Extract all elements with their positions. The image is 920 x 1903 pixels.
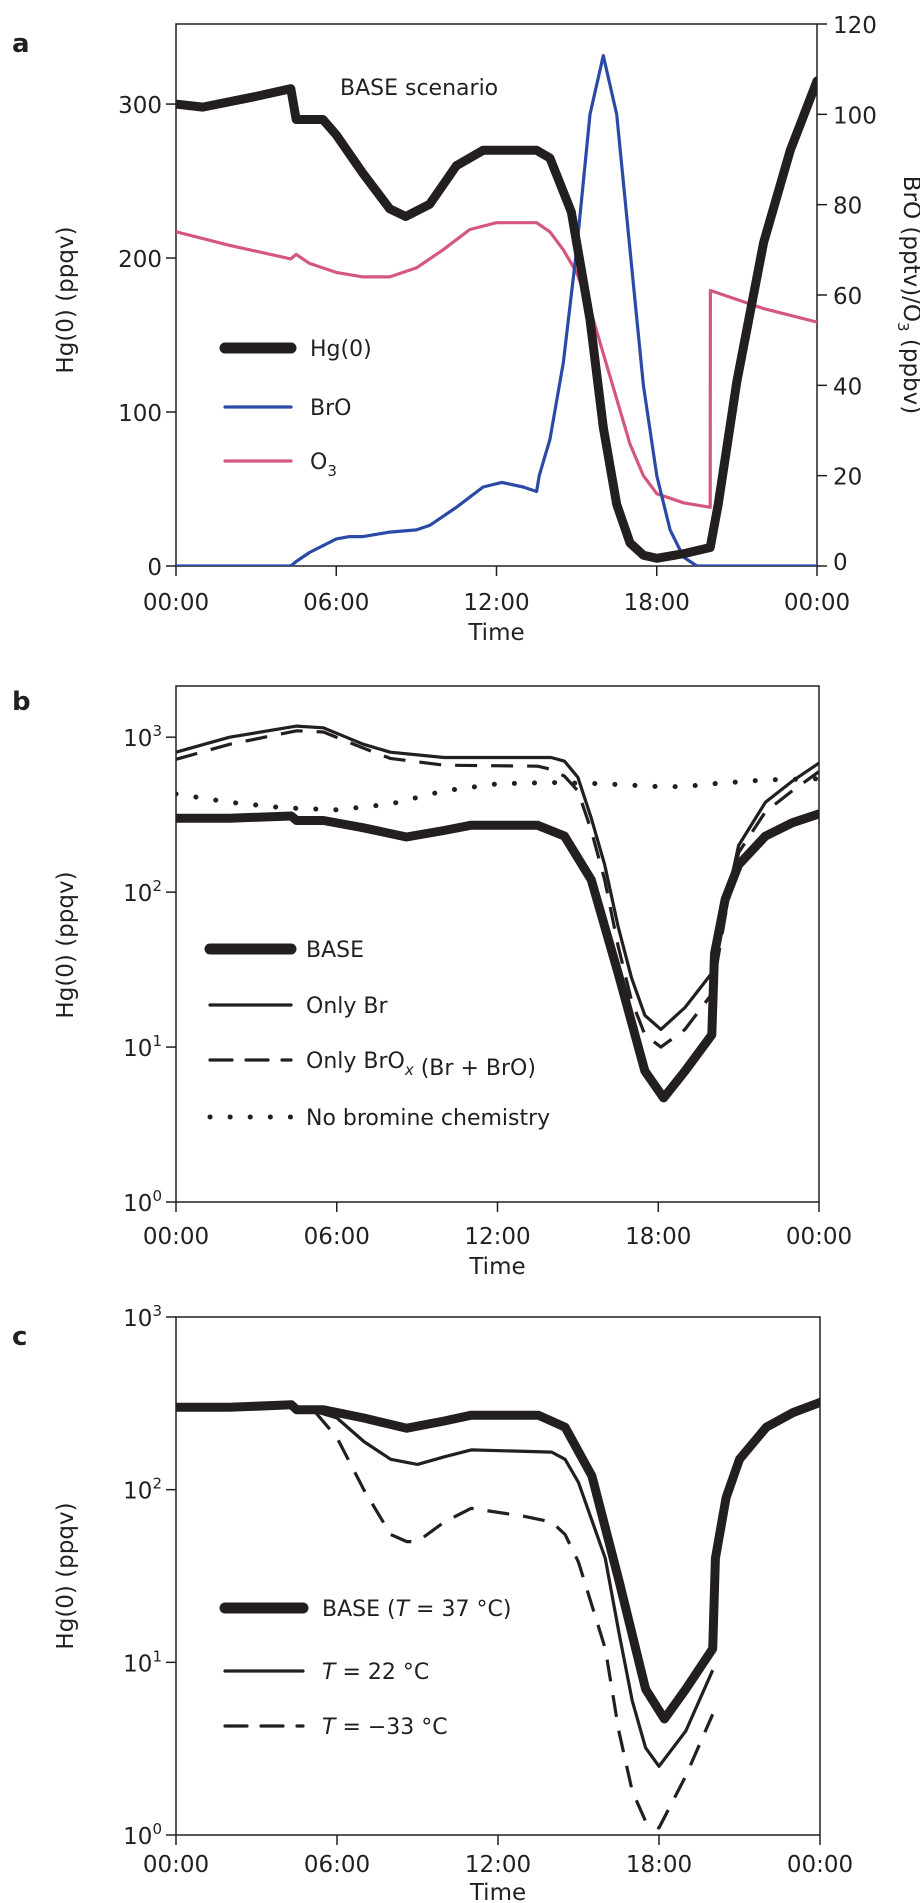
x-tick-label: 12:00 [465, 1852, 531, 1878]
y-tick-label: 300 [118, 93, 162, 119]
series-line-bro [176, 54, 817, 566]
y-axis-label: Hg(0) (ppqv) [53, 1502, 79, 1649]
legend-label: Only BrOx (Br + BrO) [306, 1049, 536, 1081]
x-tick-label: 06:00 [304, 1852, 370, 1878]
legend-label: BASE [306, 938, 364, 963]
y-right-tick-label: 120 [833, 13, 877, 39]
x-tick-label: 12:00 [464, 1224, 530, 1250]
y-right-tick-label: 60 [833, 284, 862, 310]
series-line-only-brox-br-bro- [176, 729, 819, 1049]
y-right-tick-label: 100 [833, 103, 877, 129]
y-tick-label: 100 [118, 401, 162, 427]
x-tick-label: 00:00 [784, 590, 850, 616]
y-tick-label: 100 [123, 1820, 162, 1850]
x-axis-label: Time [468, 1254, 525, 1280]
legend-label: Only Br [306, 994, 388, 1019]
series-line-only-br [176, 724, 819, 1031]
y-axis-label: Hg(0) (ppqv) [53, 871, 79, 1018]
y-tick-label: 0 [147, 555, 162, 581]
y-axis-label: Hg(0) (ppqv) [53, 226, 79, 373]
panel-label: b [12, 687, 31, 717]
y-right-tick-label: 40 [833, 374, 862, 400]
series-line-o3 [176, 221, 817, 509]
series-line-base [176, 809, 819, 1103]
legend-label: BrO [310, 396, 351, 421]
annotation: BASE scenario [340, 76, 498, 101]
x-tick-label: 00:00 [143, 1852, 209, 1878]
x-tick-label: 00:00 [786, 1224, 852, 1250]
x-tick-label: 18:00 [624, 590, 690, 616]
y-tick-label: 102 [123, 877, 162, 907]
x-tick-label: 00:00 [787, 1852, 853, 1878]
y-tick-label: 101 [123, 1032, 162, 1062]
series-line-t-22-c [309, 1408, 715, 1768]
y-tick-label: 100 [123, 1187, 162, 1217]
panel-label: c [12, 1322, 27, 1352]
x-tick-label: 00:00 [143, 590, 209, 616]
y-tick-label: 102 [123, 1475, 162, 1505]
x-tick-label: 12:00 [463, 590, 529, 616]
y-tick-label: 101 [123, 1647, 162, 1677]
x-tick-label: 18:00 [625, 1224, 691, 1250]
plot-frame [175, 1316, 821, 1836]
y-right-tick-label: 0 [833, 550, 848, 576]
x-tick-label: 06:00 [304, 1224, 370, 1250]
series-line-base-t-37-c- [176, 1397, 820, 1724]
y-tick-label: 103 [123, 722, 162, 752]
panel-c: c00:00 06:00 12:00 18:00 00:00100101102103Hg… [12, 1302, 853, 1903]
y-tick-label: 103 [123, 1302, 162, 1332]
y-tick-label: 200 [118, 247, 162, 273]
legend-label: O3 [310, 450, 337, 480]
x-tick-label: 06:00 [303, 590, 369, 616]
panel-label: a [12, 29, 30, 59]
x-axis-label: Time [469, 1880, 526, 1903]
legend-label: Hg(0) [310, 337, 372, 362]
series-line-no-bromine-chemistry [176, 776, 819, 813]
x-tick-label: 18:00 [626, 1852, 692, 1878]
y-right-axis-label: BrO (pptv)/O3 (ppbv) [894, 176, 920, 415]
legend-label: T = 22 °C [322, 1660, 429, 1685]
series-line-hg-0- [176, 76, 817, 563]
x-tick-label: 00:00 [143, 1224, 209, 1250]
panel-a: a 00:00 06:00 12:00 18:00 00:00 0 100 200 300 0 20 4… [12, 13, 920, 646]
panel-b: b 00:00 06:00 12:00 18:00 00:00 100 101 102 103 Hg… [12, 685, 852, 1280]
y-right-tick-label: 20 [833, 465, 862, 491]
y-right-tick-label: 80 [833, 194, 862, 220]
legend-label: BASE (T = 37 °C) [322, 1597, 511, 1622]
legend-label: No bromine chemistry [306, 1106, 550, 1131]
x-axis-label: Time [467, 620, 524, 646]
legend-label: T = −33 °C [322, 1715, 448, 1740]
